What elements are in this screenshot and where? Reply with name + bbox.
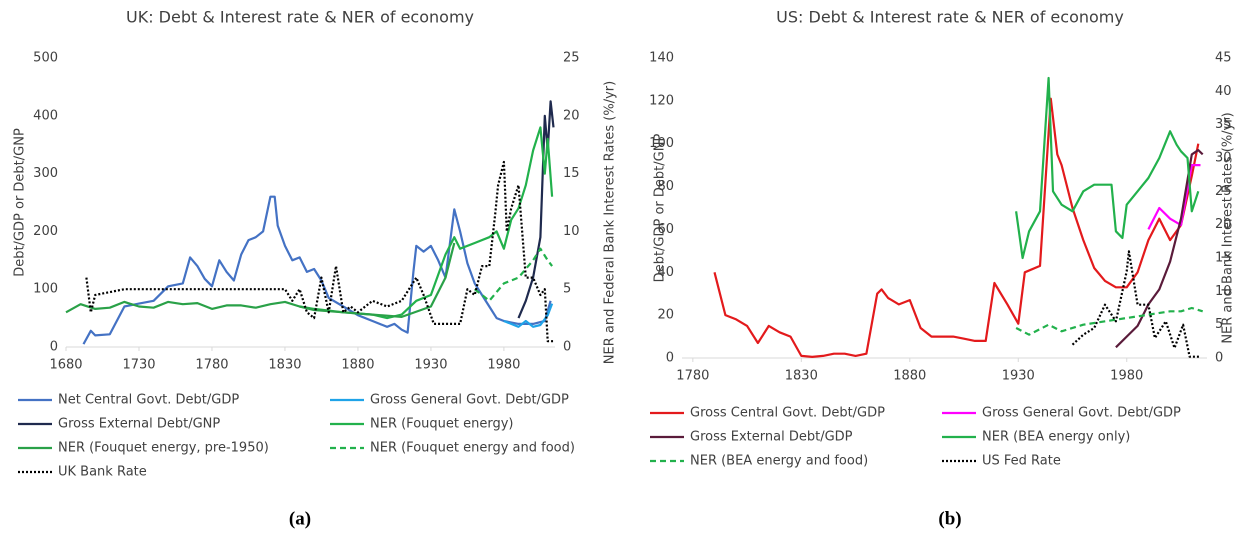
x-tick-label: 1830: [785, 369, 818, 384]
caption: (b): [938, 508, 961, 529]
series-line: [1147, 164, 1201, 230]
y2-tick-label: 0: [1215, 351, 1223, 366]
series-line: [517, 100, 555, 319]
y-axis-label: Debt/GDP or Debt/GNP: [13, 128, 28, 277]
x-tick-label: 1930: [1002, 369, 1035, 384]
legend-label: Gross General Govt. Debt/GDP: [370, 393, 569, 408]
x-tick-label: 1830: [268, 358, 301, 373]
y2-tick-label: 5: [563, 282, 571, 297]
legend-label: NER (Fouquet energy, pre-1950): [58, 441, 269, 456]
x-tick-label: 1780: [195, 358, 228, 373]
y2-tick-label: 5: [1215, 317, 1223, 332]
y2-axis-label: NER and Bank Interest Rates (%/yr): [1221, 112, 1236, 343]
y-tick-label: 200: [33, 224, 58, 239]
y-tick-label: 80: [657, 179, 674, 194]
y-tick-label: 100: [649, 136, 674, 151]
series-line: [299, 126, 554, 320]
y2-tick-label: 40: [1215, 84, 1232, 99]
y-tick-label: 0: [666, 351, 674, 366]
y-axis-label: Debt/GDP or Debt/GNP: [653, 134, 668, 283]
y2-tick-label: 20: [1215, 217, 1232, 232]
y2-tick-label: 15: [563, 166, 580, 181]
legend-label: NER (Fouquet energy): [370, 417, 513, 432]
y-tick-label: 140: [649, 51, 674, 66]
y2-tick-label: 10: [1215, 284, 1232, 299]
legend-label: UK Bank Rate: [58, 465, 147, 480]
legend-label: Gross Central Govt. Debt/GDP: [690, 406, 885, 421]
legend-label: Gross External Debt/GDP: [690, 430, 853, 445]
y-tick-label: 500: [33, 51, 58, 66]
legend-label: NER (BEA energy only): [982, 430, 1130, 445]
y-tick-label: 100: [33, 282, 58, 297]
series-line: [65, 242, 456, 318]
y-tick-label: 300: [33, 166, 58, 181]
legend-label: US Fed Rate: [982, 454, 1061, 469]
legend-label: NER (BEA energy and food): [690, 454, 868, 469]
chart-panel: US: Debt & Interest rate & NER of econom…: [649, 8, 1235, 530]
chart-title: UK: Debt & Interest rate & NER of econom…: [126, 8, 474, 27]
y2-tick-label: 30: [1215, 151, 1232, 166]
x-tick-label: 1780: [676, 369, 709, 384]
y-tick-label: 40: [657, 265, 674, 280]
x-tick-label: 1680: [49, 358, 82, 373]
y-tick-label: 60: [657, 222, 674, 237]
x-tick-label: 1980: [1110, 369, 1143, 384]
y2-tick-label: 10: [563, 224, 580, 239]
series-line: [474, 247, 553, 302]
y2-tick-label: 20: [563, 108, 580, 123]
y2-tick-label: 15: [1215, 251, 1232, 266]
series-line: [85, 160, 554, 343]
caption: (a): [289, 508, 311, 529]
legend-label: Gross General Govt. Debt/GDP: [982, 406, 1181, 421]
y2-tick-label: 25: [1215, 184, 1232, 199]
y-tick-label: 0: [50, 340, 58, 355]
chart-title: US: Debt & Interest rate & NER of econom…: [776, 8, 1124, 27]
series-line: [1115, 149, 1204, 349]
y2-tick-label: 25: [563, 51, 580, 66]
series-line: [1015, 76, 1200, 260]
y2-tick-label: 35: [1215, 117, 1232, 132]
series-line: [1015, 306, 1204, 336]
y2-axis-label: NER and Federal Bank Interest Rates (%/y…: [603, 81, 618, 364]
chart-panel: UK: Debt & Interest rate & NER of econom…: [13, 8, 618, 530]
x-tick-label: 1980: [487, 358, 520, 373]
y2-tick-label: 45: [1215, 51, 1232, 66]
y-tick-label: 120: [649, 93, 674, 108]
legend-label: Gross External Debt/GNP: [58, 417, 220, 432]
legend-label: NER (Fouquet energy and food): [370, 441, 575, 456]
x-tick-label: 1880: [893, 369, 926, 384]
series-line: [713, 97, 1200, 358]
series-line: [503, 303, 554, 328]
legend-label: Net Central Govt. Debt/GDP: [58, 393, 239, 408]
series-line: [1071, 250, 1201, 358]
y-tick-label: 400: [33, 108, 58, 123]
series-line: [82, 195, 552, 345]
y-tick-label: 20: [657, 308, 674, 323]
x-tick-label: 1930: [414, 358, 447, 373]
x-tick-label: 1730: [122, 358, 155, 373]
y2-tick-label: 0: [563, 340, 571, 355]
x-tick-label: 1880: [341, 358, 374, 373]
